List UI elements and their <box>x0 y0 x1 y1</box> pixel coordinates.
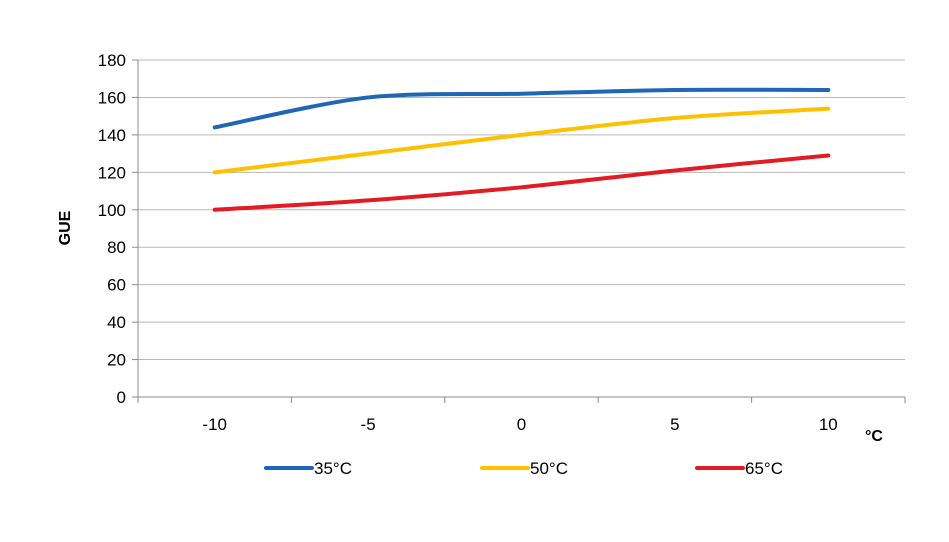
x-tick-label: 10 <box>819 415 838 434</box>
y-tick-label: 140 <box>98 126 126 145</box>
x-tick-label: 0 <box>517 415 526 434</box>
y-tick-label: 60 <box>107 276 126 295</box>
series-line-1 <box>212 106 831 175</box>
x-tick-label: -5 <box>361 415 376 434</box>
legend-label-2: 65°C <box>745 459 783 478</box>
y-tick-label: 180 <box>98 51 126 70</box>
x-tick-label: -10 <box>202 415 227 434</box>
series-line-2 <box>212 153 831 212</box>
legend-label-0: 35°C <box>314 459 352 478</box>
y-tick-label: 100 <box>98 201 126 220</box>
series-lines <box>212 87 831 212</box>
y-tick-label: 0 <box>117 388 126 407</box>
tick-labels: 0 20 40 60 80 100 120 140 160 180 -10 -5 0 5 10 <box>98 51 838 434</box>
y-axis-title: GUE <box>57 210 74 245</box>
legend: 35°C 50°C 65°C <box>264 459 783 478</box>
series-line-0 <box>212 87 831 130</box>
axes <box>132 59 906 403</box>
x-tick-label: 5 <box>670 415 679 434</box>
y-tick-label: 120 <box>98 163 126 182</box>
x-axis-title: °C <box>865 428 883 445</box>
y-tick-label: 80 <box>107 238 126 257</box>
y-tick-label: 160 <box>98 88 126 107</box>
y-tick-label: 20 <box>107 351 126 370</box>
legend-label-1: 50°C <box>530 459 568 478</box>
y-tick-label: 40 <box>107 313 126 332</box>
grid <box>138 59 905 361</box>
